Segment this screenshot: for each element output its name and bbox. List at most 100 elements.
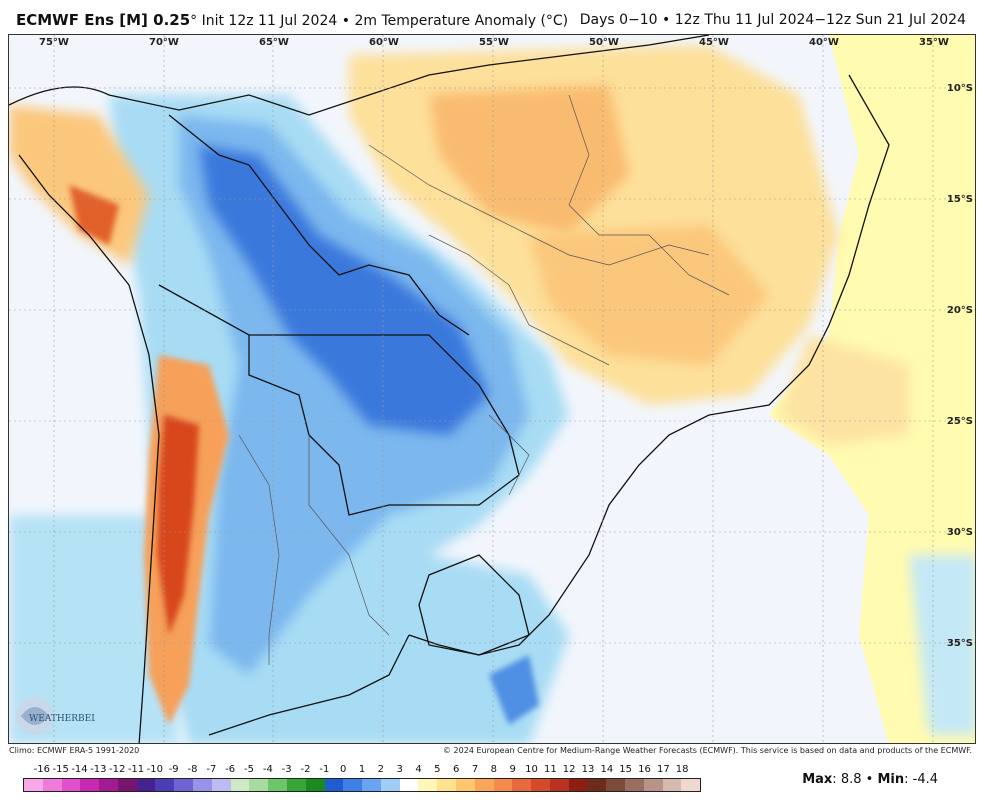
- latitude-labels: 10°S 15°S 20°S 25°S 30°S 35°S: [947, 83, 973, 649]
- colorbar-swatch: [380, 779, 400, 791]
- min-label: Min: [877, 772, 905, 787]
- colorbar-swatches: [23, 778, 701, 792]
- state-borders: [238, 94, 730, 665]
- longitude-label: 55°W: [479, 37, 509, 48]
- latitude-label: 15°S: [947, 194, 973, 205]
- longitude-labels: 75°W 70°W 65°W 60°W 55°W 50°W 45°W 40°W 35°W: [39, 37, 949, 48]
- model-title: ECMWF Ens [M] 0.25: [16, 11, 191, 29]
- longitude-label: 70°W: [149, 37, 179, 48]
- colorbar-label: -12: [108, 764, 126, 775]
- cool-anomaly-core: [199, 145, 489, 435]
- colorbar-swatch: [437, 779, 456, 791]
- colorbar-label: 14: [600, 764, 614, 775]
- valid-period: Days 0−10 • 12z Thu 11 Jul 2024−12z Sun …: [579, 12, 966, 28]
- logo-text: WEATHERBELL: [29, 714, 95, 724]
- colorbar-label: 6: [452, 764, 460, 775]
- colorbar-swatch: [249, 779, 269, 791]
- colorbar-swatch: [117, 779, 137, 791]
- longitude-label: 75°W: [39, 37, 69, 48]
- init-time: Init 12z 11 Jul 2024: [201, 13, 338, 29]
- colorbar-swatch: [531, 779, 550, 791]
- colorbar-label: -14: [71, 764, 88, 775]
- longitude-label: 50°W: [589, 37, 619, 48]
- colorbar-swatch: [136, 779, 156, 791]
- colorbar-swatch: [606, 779, 625, 791]
- colorbar-label: -7: [206, 764, 217, 775]
- colorbar-swatch: [286, 779, 306, 791]
- colorbar-label: 7: [471, 764, 479, 775]
- colorbar-label: 0: [339, 764, 347, 775]
- latitude-label: 20°S: [947, 305, 973, 316]
- colorbar-label: 5: [434, 764, 441, 775]
- peru-warm-core: [69, 185, 119, 245]
- brazil-warm-core: [429, 85, 629, 235]
- atlantic-cool-patch: [909, 555, 975, 735]
- andes-warm-core: [157, 415, 199, 635]
- colorbar-label: 17: [656, 764, 670, 775]
- colorbar-labels: -16 -15 -14 -13 -12 -11 -10 -9 -8 -7 -6 -5 -4 -3 -2 -1 0…: [23, 764, 701, 778]
- colorbar: -16 -15 -14 -13 -12 -11 -10 -9 -8 -7 -6 -5 -4 -3 -2 -1 0…: [23, 764, 701, 792]
- colorbar-label: -8: [187, 764, 198, 775]
- colorbar-swatch: [418, 779, 438, 791]
- colorbar-label: -15: [52, 764, 69, 775]
- colorbar-label: -6: [225, 764, 236, 775]
- climo-note: Climo: ECMWF ERA-5 1991-2020: [9, 746, 140, 755]
- longitude-label: 40°W: [809, 37, 839, 48]
- degree-mark: °: [190, 13, 198, 29]
- colorbar-label: -5: [244, 764, 254, 775]
- map-title: ECMWF Ens [M] 0.25° Init 12z 11 Jul 2024…: [16, 11, 568, 29]
- colorbar-swatch: [193, 779, 212, 791]
- colorbar-swatch: [587, 779, 607, 791]
- title-bullet: •: [341, 13, 350, 29]
- colorbar-label: 3: [396, 764, 403, 775]
- colorbar-swatch: [268, 779, 287, 791]
- colorbar-swatch: [399, 779, 419, 791]
- weatherbell-logo: WEATHERBELL: [13, 694, 103, 738]
- colorbar-swatch: [174, 779, 194, 791]
- colorbar-label: 9: [509, 764, 516, 775]
- colorbar-swatch: [474, 779, 494, 791]
- colorbar-label: 12: [562, 764, 576, 775]
- colorbar-swatch: [343, 779, 363, 791]
- colorbar-swatch: [324, 779, 344, 791]
- colorbar-label: 2: [377, 764, 385, 775]
- colorbar-label: -11: [127, 764, 145, 775]
- max-value: 8.8: [840, 772, 862, 787]
- colorbar-swatch: [625, 779, 644, 791]
- colorbar-swatch: [24, 779, 43, 791]
- longitude-label: 45°W: [699, 37, 729, 48]
- colorbar-label: 11: [543, 764, 557, 775]
- colorbar-label: -4: [262, 764, 273, 775]
- ocean-warm-patch: [779, 335, 909, 445]
- longitude-label: 60°W: [369, 37, 399, 48]
- latitude-label: 25°S: [947, 416, 973, 427]
- map-canvas: 75°W 70°W 65°W 60°W 55°W 50°W 45°W 40°W 35°W 10°…: [9, 35, 975, 743]
- longitude-label: 65°W: [259, 37, 289, 48]
- coastal-cool-core: [489, 655, 539, 725]
- colorbar-swatch: [662, 779, 682, 791]
- colorbar-label: -2: [300, 764, 311, 775]
- colorbar-swatch: [155, 779, 175, 791]
- colorbar-label: 18: [675, 764, 689, 775]
- colorbar-swatch: [549, 779, 569, 791]
- colorbar-label: -3: [281, 764, 292, 775]
- colorbar-swatch: [99, 779, 118, 791]
- colorbar-swatch: [230, 779, 250, 791]
- colorbar-label: -13: [90, 764, 107, 775]
- max-label: Max: [802, 772, 833, 787]
- colorbar-swatch: [362, 779, 381, 791]
- colorbar-label: -1: [319, 764, 330, 775]
- colorbar-swatch: [305, 779, 325, 791]
- pacific-cool-anomaly: [9, 515, 179, 743]
- colorbar-label: 1: [358, 764, 366, 775]
- colorbar-swatch: [211, 779, 231, 791]
- colorbar-swatch: [512, 779, 532, 791]
- graticule: [9, 35, 975, 743]
- latitude-label: 10°S: [947, 83, 973, 94]
- colorbar-swatch: [61, 779, 81, 791]
- colorbar-label: 4: [415, 764, 422, 775]
- stats-separator: •: [865, 772, 874, 787]
- colorbar-label: 15: [619, 764, 633, 775]
- max-min-readout: Max: 8.8 • Min: -4.4: [802, 772, 938, 787]
- variable-name: 2m Temperature Anomaly (°C): [354, 13, 569, 29]
